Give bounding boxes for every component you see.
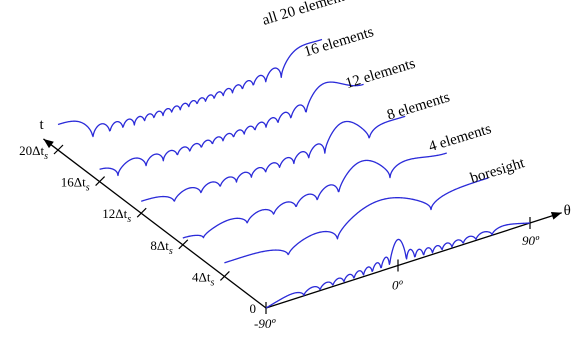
t-tick: [178, 239, 189, 250]
t-tick-label: 16Δts: [61, 175, 90, 194]
series-label: boresight: [468, 155, 527, 187]
series-trace: [99, 81, 364, 177]
t-tick: [95, 176, 106, 187]
t-tick: [53, 144, 64, 155]
series-trace: [57, 38, 323, 138]
traces: [57, 38, 531, 309]
t-axis-label: t: [39, 117, 44, 133]
series-trace: [224, 177, 489, 264]
t-axis-line: [43, 138, 267, 309]
theta-axis-label: θ: [564, 203, 571, 219]
series-label: all 20 elements: [260, 0, 352, 29]
series-label: 16 elements: [302, 24, 376, 60]
t-tick-label: 4Δts: [192, 269, 214, 288]
t-tick-label: 0: [250, 301, 257, 316]
theta-tick-label: 90º: [522, 233, 540, 248]
t-tick-label: 12Δts: [102, 206, 131, 225]
t-axis-arrow: [43, 138, 54, 149]
theta-tick-label: -90º: [254, 316, 276, 331]
t-tick-label: 8Δts: [150, 238, 172, 257]
axes: [43, 138, 562, 314]
theta-tick-label: 0º: [392, 278, 404, 293]
t-tick: [136, 207, 147, 218]
t-tick-label: 20Δts: [19, 143, 48, 162]
series-label: 8 elements: [385, 89, 452, 123]
series-trace: [141, 115, 406, 202]
series-label: 4 elements: [427, 121, 494, 155]
theta-axis-arrow: [550, 212, 562, 220]
series-trace: [182, 152, 447, 239]
theta-axis-line: [265, 212, 562, 309]
series-trace: [265, 222, 531, 309]
t-tick: [219, 270, 230, 281]
series-label: 12 elements: [344, 56, 418, 92]
